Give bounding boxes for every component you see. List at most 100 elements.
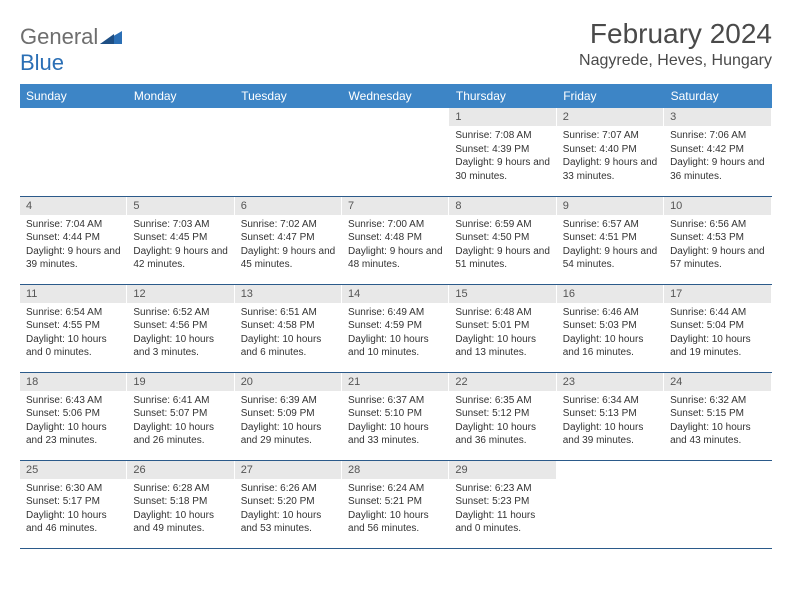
day-number: 18	[20, 373, 127, 391]
day-number: 15	[449, 285, 556, 303]
day-number: 8	[449, 197, 556, 215]
day-body: Sunrise: 6:34 AMSunset: 5:13 PMDaylight:…	[557, 391, 664, 452]
day-cell: 12Sunrise: 6:52 AMSunset: 4:56 PMDayligh…	[127, 284, 234, 372]
day-number: 5	[127, 197, 234, 215]
day-number: 1	[449, 108, 556, 126]
day-cell: 26Sunrise: 6:28 AMSunset: 5:18 PMDayligh…	[127, 460, 234, 548]
day-cell	[127, 108, 234, 196]
day-number: 25	[20, 461, 127, 479]
day-number: 19	[127, 373, 234, 391]
week-row: 11Sunrise: 6:54 AMSunset: 4:55 PMDayligh…	[20, 284, 772, 372]
day-body: Sunrise: 6:51 AMSunset: 4:58 PMDaylight:…	[235, 303, 342, 364]
day-cell	[20, 108, 127, 196]
day-number: 20	[235, 373, 342, 391]
day-body: Sunrise: 6:26 AMSunset: 5:20 PMDaylight:…	[235, 479, 342, 540]
day-body: Sunrise: 6:43 AMSunset: 5:06 PMDaylight:…	[20, 391, 127, 452]
day-body: Sunrise: 6:48 AMSunset: 5:01 PMDaylight:…	[449, 303, 556, 364]
calendar-body: 1Sunrise: 7:08 AMSunset: 4:39 PMDaylight…	[20, 108, 772, 548]
day-body: Sunrise: 6:52 AMSunset: 4:56 PMDaylight:…	[127, 303, 234, 364]
day-body: Sunrise: 7:06 AMSunset: 4:42 PMDaylight:…	[664, 126, 771, 187]
day-body: Sunrise: 7:04 AMSunset: 4:44 PMDaylight:…	[20, 215, 127, 276]
dow-header: Saturday	[664, 84, 771, 108]
day-cell: 28Sunrise: 6:24 AMSunset: 5:21 PMDayligh…	[342, 460, 449, 548]
day-cell: 17Sunrise: 6:44 AMSunset: 5:04 PMDayligh…	[664, 284, 771, 372]
day-body: Sunrise: 6:24 AMSunset: 5:21 PMDaylight:…	[342, 479, 449, 540]
day-number: 6	[235, 197, 342, 215]
day-number: 16	[557, 285, 664, 303]
day-cell: 7Sunrise: 7:00 AMSunset: 4:48 PMDaylight…	[342, 196, 449, 284]
day-body: Sunrise: 6:23 AMSunset: 5:23 PMDaylight:…	[449, 479, 556, 540]
week-row: 25Sunrise: 6:30 AMSunset: 5:17 PMDayligh…	[20, 460, 772, 548]
day-cell: 3Sunrise: 7:06 AMSunset: 4:42 PMDaylight…	[664, 108, 771, 196]
day-cell: 23Sunrise: 6:34 AMSunset: 5:13 PMDayligh…	[557, 372, 664, 460]
dow-header: Friday	[557, 84, 664, 108]
day-number: 29	[449, 461, 556, 479]
day-cell: 18Sunrise: 6:43 AMSunset: 5:06 PMDayligh…	[20, 372, 127, 460]
logo-text-general: General	[20, 24, 98, 49]
dow-row: SundayMondayTuesdayWednesdayThursdayFrid…	[20, 84, 772, 108]
day-cell	[664, 460, 771, 548]
logo: GeneralBlue	[20, 24, 122, 76]
day-cell: 25Sunrise: 6:30 AMSunset: 5:17 PMDayligh…	[20, 460, 127, 548]
day-number-empty	[557, 461, 664, 479]
day-number: 17	[664, 285, 771, 303]
day-cell: 27Sunrise: 6:26 AMSunset: 5:20 PMDayligh…	[235, 460, 342, 548]
day-body: Sunrise: 6:59 AMSunset: 4:50 PMDaylight:…	[449, 215, 556, 276]
day-number-empty	[664, 461, 771, 479]
day-cell: 9Sunrise: 6:57 AMSunset: 4:51 PMDaylight…	[557, 196, 664, 284]
day-number: 24	[664, 373, 771, 391]
day-number: 12	[127, 285, 234, 303]
day-number: 27	[235, 461, 342, 479]
week-row: 4Sunrise: 7:04 AMSunset: 4:44 PMDaylight…	[20, 196, 772, 284]
day-number: 2	[557, 108, 664, 126]
day-number: 22	[449, 373, 556, 391]
day-cell: 24Sunrise: 6:32 AMSunset: 5:15 PMDayligh…	[664, 372, 771, 460]
day-cell: 22Sunrise: 6:35 AMSunset: 5:12 PMDayligh…	[449, 372, 556, 460]
day-number: 7	[342, 197, 449, 215]
day-number-empty	[127, 108, 234, 126]
logo-text: GeneralBlue	[20, 24, 122, 76]
day-cell	[557, 460, 664, 548]
day-cell: 5Sunrise: 7:03 AMSunset: 4:45 PMDaylight…	[127, 196, 234, 284]
day-number: 23	[557, 373, 664, 391]
day-body: Sunrise: 6:46 AMSunset: 5:03 PMDaylight:…	[557, 303, 664, 364]
day-number: 26	[127, 461, 234, 479]
day-cell: 29Sunrise: 6:23 AMSunset: 5:23 PMDayligh…	[449, 460, 556, 548]
calendar-page: GeneralBlue February 2024 Nagyrede, Heve…	[0, 0, 792, 559]
logo-triangle-icon	[100, 24, 122, 50]
dow-header: Sunday	[20, 84, 127, 108]
day-body: Sunrise: 7:08 AMSunset: 4:39 PMDaylight:…	[449, 126, 556, 187]
day-number: 9	[557, 197, 664, 215]
day-number: 4	[20, 197, 127, 215]
dow-header: Wednesday	[342, 84, 449, 108]
week-row: 1Sunrise: 7:08 AMSunset: 4:39 PMDaylight…	[20, 108, 772, 196]
dow-header: Tuesday	[235, 84, 342, 108]
month-title: February 2024	[579, 18, 772, 50]
day-cell	[342, 108, 449, 196]
day-number: 3	[664, 108, 771, 126]
day-body: Sunrise: 7:00 AMSunset: 4:48 PMDaylight:…	[342, 215, 449, 276]
day-body: Sunrise: 7:07 AMSunset: 4:40 PMDaylight:…	[557, 126, 664, 187]
day-cell	[235, 108, 342, 196]
day-number: 13	[235, 285, 342, 303]
day-body: Sunrise: 6:32 AMSunset: 5:15 PMDaylight:…	[664, 391, 771, 452]
day-body: Sunrise: 6:41 AMSunset: 5:07 PMDaylight:…	[127, 391, 234, 452]
day-cell: 16Sunrise: 6:46 AMSunset: 5:03 PMDayligh…	[557, 284, 664, 372]
header-row: GeneralBlue February 2024 Nagyrede, Heve…	[20, 18, 772, 76]
day-number: 10	[664, 197, 771, 215]
day-body: Sunrise: 6:39 AMSunset: 5:09 PMDaylight:…	[235, 391, 342, 452]
day-number: 28	[342, 461, 449, 479]
day-body: Sunrise: 6:44 AMSunset: 5:04 PMDaylight:…	[664, 303, 771, 364]
day-cell: 4Sunrise: 7:04 AMSunset: 4:44 PMDaylight…	[20, 196, 127, 284]
day-cell: 10Sunrise: 6:56 AMSunset: 4:53 PMDayligh…	[664, 196, 771, 284]
day-body: Sunrise: 6:30 AMSunset: 5:17 PMDaylight:…	[20, 479, 127, 540]
day-body: Sunrise: 6:37 AMSunset: 5:10 PMDaylight:…	[342, 391, 449, 452]
title-block: February 2024 Nagyrede, Heves, Hungary	[579, 18, 772, 70]
day-number: 11	[20, 285, 127, 303]
day-cell: 2Sunrise: 7:07 AMSunset: 4:40 PMDaylight…	[557, 108, 664, 196]
day-cell: 21Sunrise: 6:37 AMSunset: 5:10 PMDayligh…	[342, 372, 449, 460]
dow-header: Monday	[127, 84, 234, 108]
day-body: Sunrise: 7:02 AMSunset: 4:47 PMDaylight:…	[235, 215, 342, 276]
day-cell: 13Sunrise: 6:51 AMSunset: 4:58 PMDayligh…	[235, 284, 342, 372]
day-number: 21	[342, 373, 449, 391]
